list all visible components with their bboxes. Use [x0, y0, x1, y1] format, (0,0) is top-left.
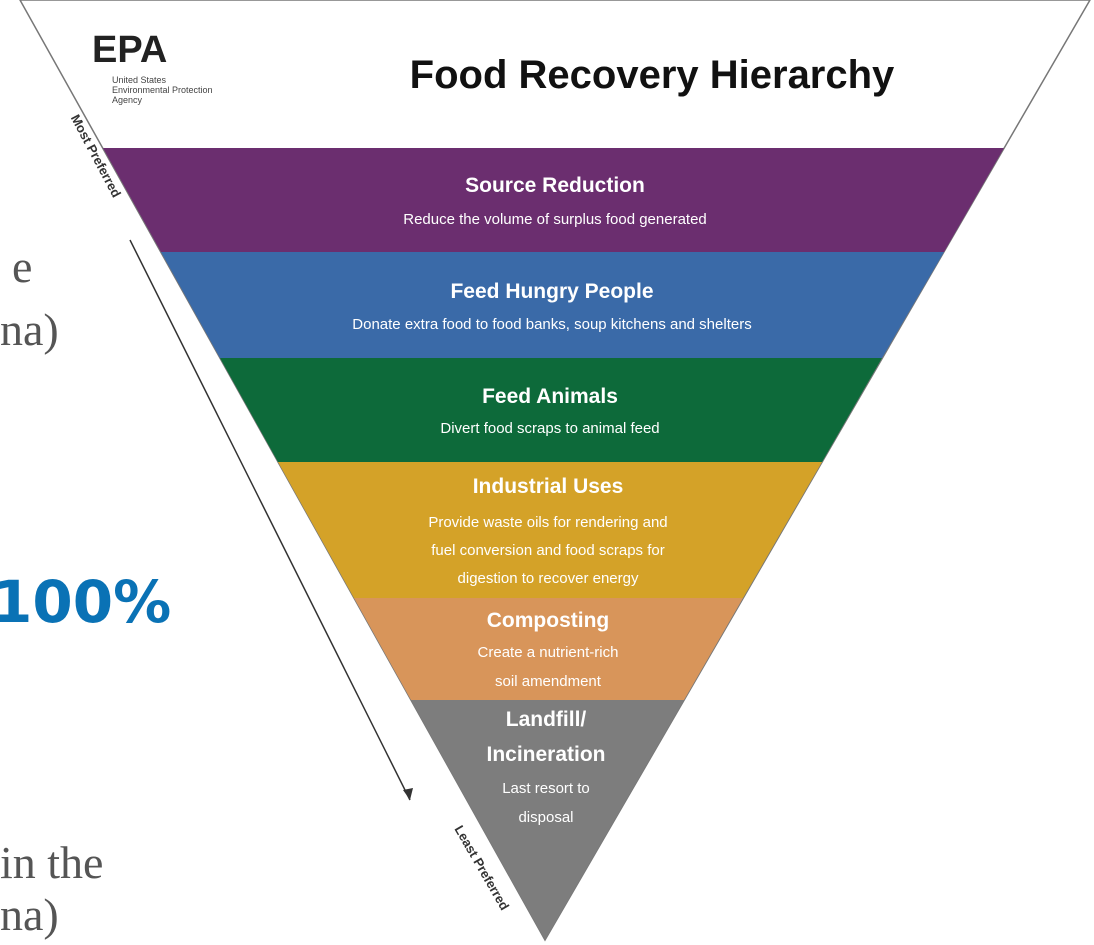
band: [411, 700, 684, 940]
tier-title: Industrial Uses: [473, 475, 624, 498]
tier-text: Last resort to: [502, 780, 590, 797]
tier-title: Feed Hungry People: [450, 280, 653, 303]
agency: Agency: [112, 95, 143, 105]
tier-title: Composting: [487, 609, 609, 632]
tier-text: Create a nutrient-rich: [478, 644, 619, 661]
tier-text: Donate extra food to food banks, soup ki…: [352, 316, 751, 333]
tier-text: Reduce the volume of surplus food genera…: [403, 211, 707, 228]
title: Food Recovery Hierarchy: [410, 53, 895, 97]
tier-text: soil amendment: [495, 673, 602, 690]
side-text: in the: [0, 837, 103, 888]
agency: Environmental Protection: [112, 85, 213, 95]
tier-title: Incineration: [486, 743, 605, 766]
tier-text: Provide waste oils for rendering and: [428, 514, 667, 531]
tier-text: fuel conversion and food scraps for: [431, 542, 664, 559]
axis-line: [129, 239, 411, 801]
agency: United States: [112, 75, 167, 85]
arrow-head: [403, 788, 413, 800]
side-text: na): [0, 889, 59, 940]
band: [161, 252, 944, 358]
band: [220, 358, 882, 462]
tier-title: Landfill/: [506, 708, 587, 731]
tier-text: digestion to recover energy: [458, 570, 639, 587]
tiers: Source Reduction Reduce the volume of sur…: [352, 174, 751, 826]
tier-title: Source Reduction: [465, 174, 645, 197]
band: [278, 462, 822, 598]
tier-text: disposal: [518, 809, 573, 826]
tier-text: Divert food scraps to animal feed: [440, 420, 659, 437]
band: [103, 148, 1004, 252]
tier-title: Feed Animals: [482, 385, 618, 408]
side-text: na): [0, 304, 59, 355]
side-highlight: 100%: [0, 568, 171, 636]
logo: EPA: [92, 29, 167, 71]
side-text: e: [12, 241, 32, 292]
band: [354, 598, 743, 700]
